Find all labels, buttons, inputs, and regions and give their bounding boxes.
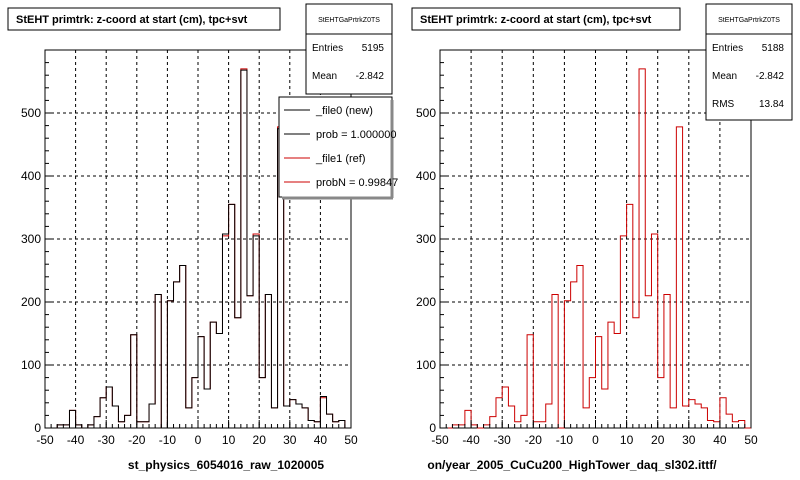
x-tick-label: -40 xyxy=(67,433,85,447)
stats-name-right: StEHTGaPrtrkZ0TS xyxy=(718,17,780,24)
x-axis-label-left: st_physics_6054016_raw_1020005 xyxy=(128,458,324,472)
x-tick-label: 0 xyxy=(592,433,599,447)
legend-box: _file0 (new) prob = 1.000000 _file1 (ref… xyxy=(278,96,398,200)
chart-title-left: StEHT primtrk: z-coord at start (cm), tp… xyxy=(16,14,248,26)
y-tick-label: 200 xyxy=(21,295,41,309)
grid-right xyxy=(440,50,751,428)
x-tick-label: 50 xyxy=(744,433,758,447)
y-tick-label: 0 xyxy=(429,421,436,435)
x-axis-label-right: on/year_2005_CuCu200_HighTower_daq_sl302… xyxy=(427,458,717,472)
histogram-new-left xyxy=(45,69,351,429)
title-box-right: StEHT primtrk: z-coord at start (cm), tp… xyxy=(411,7,681,31)
stats-entries-label-right: Entries xyxy=(712,43,743,54)
x-tick-label: -30 xyxy=(98,433,116,447)
y-tick-label: 500 xyxy=(21,106,41,120)
stats-rms-value-right: 13.84 xyxy=(759,99,784,110)
y-tick-label: 400 xyxy=(416,169,436,183)
y-tick-label: 0 xyxy=(34,421,41,435)
x-tick-label: 30 xyxy=(682,433,696,447)
histogram-panel-left: -50 -40 -30 -20 -10 0 10 20 30 40 5001002003004005… xyxy=(7,3,398,472)
stats-rms-label-right: RMS xyxy=(712,99,735,110)
histogram-series-ref xyxy=(440,68,751,429)
stats-mean-label-left: Mean xyxy=(312,71,337,82)
x-tick-label: 40 xyxy=(713,433,727,447)
x-tick-label: -20 xyxy=(525,433,543,447)
stats-mean-value-left: -2.842 xyxy=(356,71,385,82)
y-tick-label: 100 xyxy=(416,358,436,372)
x-tick-label: -50 xyxy=(36,433,54,447)
x-tick-label: 20 xyxy=(253,433,267,447)
legend-label-prob: prob = 1.000000 xyxy=(316,129,396,141)
stats-name-left: StEHTGaPrtrkZ0TS xyxy=(318,17,380,24)
y-tick-label: 400 xyxy=(21,169,41,183)
chart-title-right: StEHT primtrk: z-coord at start (cm), tp… xyxy=(420,14,652,26)
y-tick-label: 200 xyxy=(416,295,436,309)
x-tick-label: -10 xyxy=(159,433,177,447)
x-tick-label: 50 xyxy=(344,433,358,447)
x-tick-label: 0 xyxy=(195,433,202,447)
legend-label-new: _file0 (new) xyxy=(315,105,373,117)
histogram-panel-right: -50 -40 -30 -20 -10 0 10 20 30 40 5001002003004005… xyxy=(411,3,793,472)
x-tick-label: -30 xyxy=(494,433,512,447)
stats-mean-label-right: Mean xyxy=(712,71,737,82)
x-tick-label: 40 xyxy=(314,433,328,447)
y-tick-label: 300 xyxy=(416,232,436,246)
x-tick-label: -40 xyxy=(462,433,480,447)
axes-left: -50 -40 -30 -20 -10 0 10 20 30 40 5001002003004005… xyxy=(21,49,358,447)
axes-right: -50 -40 -30 -20 -10 0 10 20 30 40 5001002003004005… xyxy=(416,49,758,447)
legend-label-probn: probN = 0.99847 xyxy=(316,177,398,189)
x-tick-label: 10 xyxy=(222,433,236,447)
stats-box-left: StEHTGaPrtrkZ0TS Entries 5195 Mean -2.84… xyxy=(305,3,393,95)
stats-entries-value-left: 5195 xyxy=(362,43,385,54)
y-tick-label: 100 xyxy=(21,358,41,372)
y-tick-label: 300 xyxy=(21,232,41,246)
x-tick-label: 10 xyxy=(620,433,634,447)
x-tick-label: 30 xyxy=(283,433,297,447)
x-tick-label: -20 xyxy=(128,433,146,447)
title-box-left: StEHT primtrk: z-coord at start (cm), tp… xyxy=(7,7,281,31)
histogram-ref-right xyxy=(440,68,751,429)
x-tick-label: -10 xyxy=(556,433,574,447)
histogram-series-new xyxy=(45,69,351,429)
y-tick-label: 500 xyxy=(416,106,436,120)
stats-mean-value-right: -2.842 xyxy=(756,71,785,82)
stats-box-right: StEHTGaPrtrkZ0TS Entries 5188 Mean -2.84… xyxy=(705,3,793,121)
stats-entries-label-left: Entries xyxy=(312,43,343,54)
x-tick-label: -50 xyxy=(431,433,449,447)
x-tick-label: 20 xyxy=(651,433,665,447)
stats-entries-value-right: 5188 xyxy=(762,43,785,54)
legend-label-ref: _file1 (ref) xyxy=(315,153,366,165)
